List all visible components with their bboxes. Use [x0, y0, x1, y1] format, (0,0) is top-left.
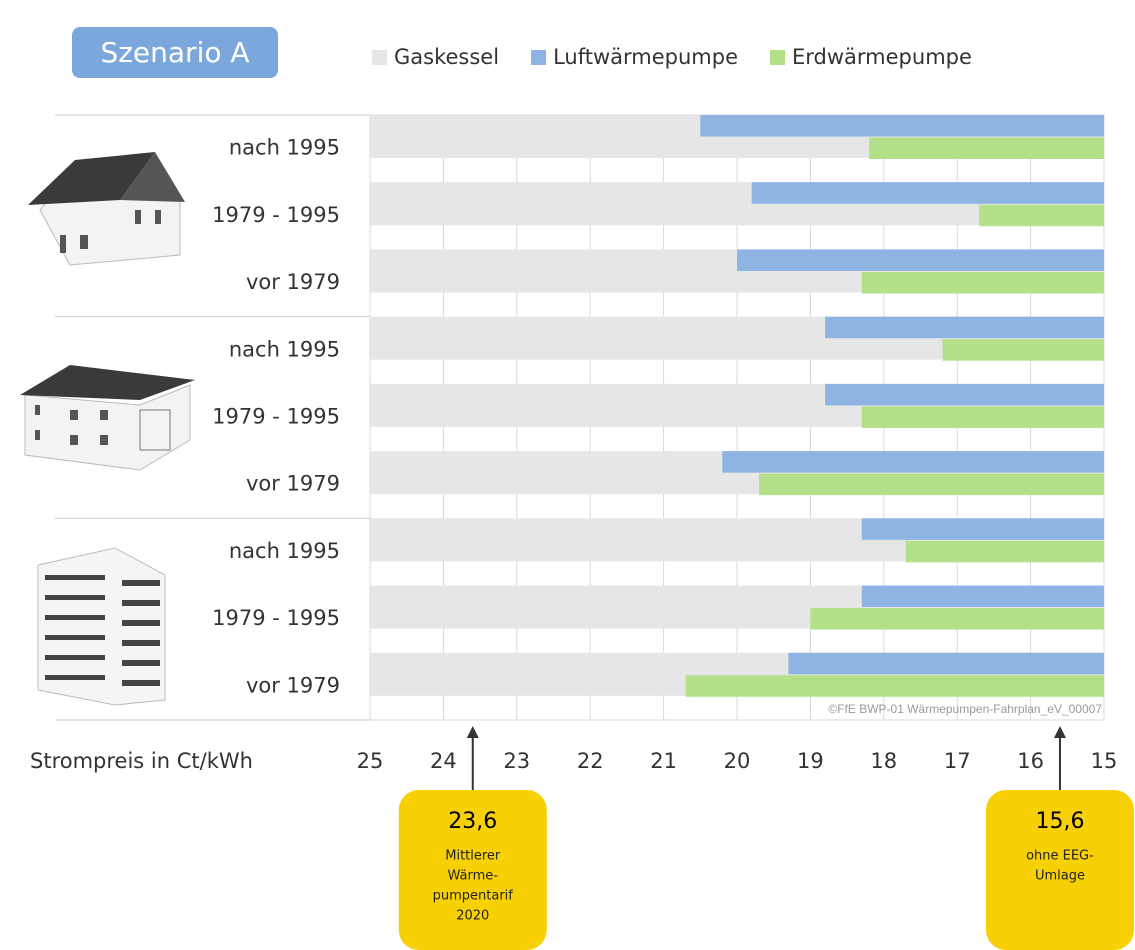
y-tick-label: nach 1995	[229, 136, 340, 160]
bar	[825, 384, 1104, 406]
annotation-text: 2020	[456, 909, 489, 924]
legend-label: Luftwärmepumpe	[553, 45, 738, 69]
x-tick-label: 18	[870, 749, 897, 773]
bar	[810, 608, 1104, 630]
icon-high-rise	[38, 548, 165, 705]
bar	[862, 518, 1104, 540]
y-tick-label: nach 1995	[229, 337, 340, 361]
bar	[862, 406, 1104, 428]
x-tick-label: 17	[944, 749, 971, 773]
bar	[752, 182, 1104, 204]
bar	[906, 541, 1104, 563]
x-tick-label: 19	[797, 749, 824, 773]
x-tick-label: 15	[1091, 749, 1118, 773]
y-tick-label: 1979 - 1995	[212, 606, 340, 630]
annotation-text: Wärme-	[448, 869, 499, 884]
bar	[825, 317, 1104, 339]
annotation-value: 15,6	[1035, 809, 1084, 834]
bar	[788, 653, 1104, 675]
y-tick-label: vor 1979	[246, 270, 340, 294]
bar	[759, 474, 1104, 496]
chart-title: Szenario A	[100, 36, 249, 69]
x-axis-label: Strompreis in Ct/kWh	[30, 749, 253, 773]
y-tick-label: vor 1979	[246, 472, 340, 496]
page: Szenario A Strompreis in Ct/kWh Gaskesse…	[0, 0, 1135, 950]
y-tick-label: 1979 - 1995	[212, 405, 340, 429]
x-tick-label: 22	[577, 749, 604, 773]
legend-swatch	[372, 50, 387, 65]
legend-label: Gaskessel	[394, 45, 499, 69]
annotation-text: Umlage	[1035, 869, 1085, 884]
bar	[943, 339, 1104, 361]
y-tick-label: 1979 - 1995	[212, 203, 340, 227]
legend-label: Erdwärmepumpe	[792, 45, 972, 69]
x-tick-label: 16	[1017, 749, 1044, 773]
legend-swatch	[531, 50, 546, 65]
annotation-value: 23,6	[448, 809, 497, 834]
bar	[862, 272, 1104, 294]
bar	[737, 249, 1104, 271]
bar	[869, 138, 1104, 160]
bar	[722, 451, 1104, 473]
y-tick-label: nach 1995	[229, 539, 340, 563]
annotation-text: pumpentarif	[433, 889, 514, 904]
bar	[862, 586, 1104, 608]
icon-multi-family	[20, 365, 195, 470]
annotation-text: ohne EEG-	[1026, 849, 1094, 864]
x-tick-label: 25	[357, 749, 384, 773]
x-tick-label: 20	[724, 749, 751, 773]
annotation-arrowhead	[467, 726, 479, 738]
y-tick-label: vor 1979	[246, 673, 340, 697]
legend-swatch	[770, 50, 785, 65]
x-tick-label: 24	[430, 749, 457, 773]
x-tick-label: 23	[503, 749, 530, 773]
annotation-arrowhead	[1054, 726, 1066, 738]
bar	[686, 675, 1104, 697]
bar	[979, 205, 1104, 227]
source-note: ©FfE BWP-01 Wärmepumpen-Fahrplan_eV_0000…	[828, 702, 1102, 716]
icon-single-family	[28, 152, 185, 265]
x-tick-label: 21	[650, 749, 677, 773]
annotation-text: Mittlerer	[445, 849, 501, 864]
bar	[700, 115, 1104, 137]
chart: Szenario A Strompreis in Ct/kWh Gaskesse…	[0, 0, 1135, 950]
